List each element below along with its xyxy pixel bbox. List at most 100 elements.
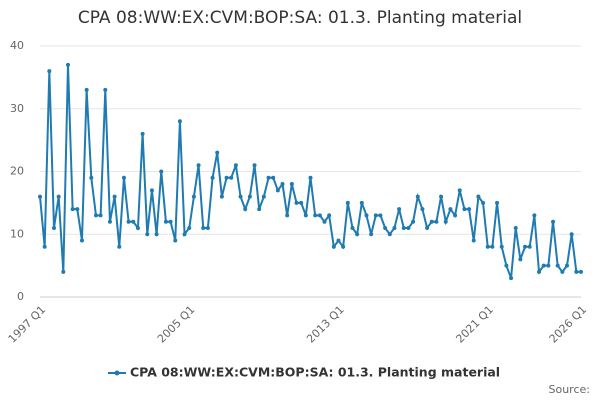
data-point [565, 263, 570, 268]
data-point [187, 225, 192, 230]
y-tick-label: 40 [10, 39, 24, 52]
data-point [117, 244, 122, 249]
data-point [369, 232, 374, 237]
data-point [406, 225, 411, 230]
data-point [201, 225, 206, 230]
source-label: Source: [549, 383, 591, 396]
data-point [233, 163, 238, 168]
legend-label: CPA 08:WW:EX:CVM:BOP:SA: 01.3. Planting … [130, 365, 500, 380]
data-point [336, 238, 341, 243]
data-point [98, 213, 103, 218]
data-point [429, 219, 434, 224]
data-point [457, 188, 462, 193]
data-point [42, 244, 47, 249]
data-point [126, 219, 131, 224]
data-point [196, 163, 201, 168]
x-tick-label: 2026 Q1 [547, 303, 590, 346]
data-point [532, 213, 537, 218]
data-point [574, 269, 579, 274]
data-point [537, 269, 542, 274]
data-point [131, 219, 136, 224]
data-point [56, 194, 61, 199]
chart-title: CPA 08:WW:EX:CVM:BOP:SA: 01.3. Planting … [78, 8, 522, 28]
data-point [462, 207, 467, 212]
data-point [70, 207, 75, 212]
data-point [75, 207, 80, 212]
data-point [434, 219, 439, 224]
data-point [476, 194, 481, 199]
data-point [308, 175, 313, 180]
data-point [51, 225, 56, 230]
data-point [168, 219, 173, 224]
data-point [163, 219, 168, 224]
data-point [579, 269, 583, 274]
data-point [397, 207, 402, 212]
data-point [252, 163, 257, 168]
data-point [159, 169, 164, 174]
data-point [490, 244, 495, 249]
data-point [215, 150, 220, 155]
data-point [331, 244, 336, 249]
data-point [555, 263, 560, 268]
data-point [401, 225, 406, 230]
data-point [285, 213, 290, 218]
data-point [425, 225, 430, 230]
data-point [47, 69, 52, 74]
data-point [266, 175, 271, 180]
data-point [140, 131, 145, 136]
data-point [359, 200, 364, 205]
data-point [177, 119, 182, 124]
data-point [238, 194, 243, 199]
data-point [61, 269, 66, 274]
data-point [219, 194, 224, 199]
data-point [392, 225, 397, 230]
data-point [443, 219, 448, 224]
y-tick-label: 20 [10, 165, 24, 178]
data-point [257, 207, 262, 212]
data-point [89, 175, 94, 180]
data-point [560, 269, 565, 274]
data-point [224, 175, 229, 180]
data-point [541, 263, 546, 268]
x-tick-label: 2013 Q1 [304, 303, 347, 346]
data-point [546, 263, 551, 268]
data-point [518, 257, 523, 262]
data-point [415, 194, 420, 199]
data-point [145, 232, 150, 237]
data-point [467, 207, 472, 212]
data-point [205, 225, 210, 230]
data-point [499, 244, 504, 249]
data-point [495, 200, 500, 205]
data-point [341, 244, 346, 249]
data-point [79, 238, 84, 243]
data-point [373, 213, 378, 218]
data-point [182, 232, 187, 237]
data-point [350, 225, 355, 230]
data-point [271, 175, 276, 180]
data-point [509, 276, 514, 281]
data-point [420, 207, 425, 212]
data-point [229, 175, 234, 180]
data-point [322, 219, 327, 224]
data-point [247, 194, 252, 199]
data-point [551, 219, 556, 224]
data-point [294, 200, 299, 205]
data-point [485, 244, 490, 249]
data-point [411, 219, 416, 224]
data-point [387, 232, 392, 237]
data-point [448, 207, 453, 212]
data-point [121, 175, 126, 180]
data-point [112, 194, 117, 199]
data-point [261, 194, 266, 199]
data-point [523, 244, 528, 249]
x-tick-label: 1997 Q1 [6, 303, 49, 346]
data-point [84, 87, 89, 92]
y-tick-label: 30 [10, 102, 24, 115]
data-point [65, 62, 70, 67]
data-point [93, 213, 98, 218]
data-point [303, 213, 308, 218]
data-point [569, 232, 574, 237]
data-point [38, 194, 42, 199]
data-point [191, 194, 196, 199]
